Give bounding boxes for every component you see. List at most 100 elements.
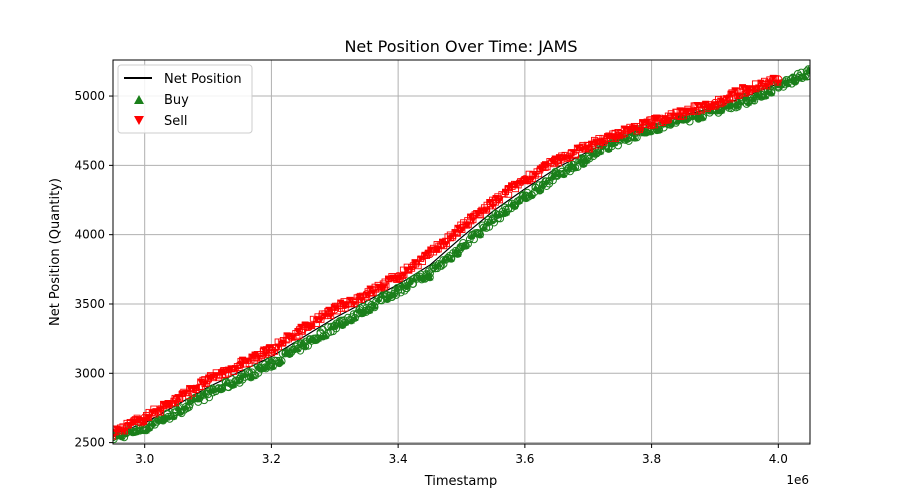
buy-triangle	[655, 126, 663, 133]
buy-triangle	[647, 128, 655, 135]
buy-point	[805, 68, 810, 77]
plot-frame	[112, 59, 811, 445]
sell-marker	[636, 125, 644, 132]
buy-marker	[496, 214, 505, 223]
buy-triangle	[536, 186, 544, 193]
sell-triangle	[566, 155, 574, 162]
buy-marker	[296, 346, 305, 355]
buy-marker	[803, 72, 810, 81]
sell-marker	[651, 122, 659, 129]
sell-marker	[543, 164, 551, 171]
buy-marker	[464, 240, 472, 248]
x-tick-label: 3.6	[515, 452, 534, 466]
buy-marker	[545, 176, 554, 185]
sell-triangle	[325, 306, 333, 314]
legend-box	[117, 64, 253, 134]
buy-triangle	[596, 147, 604, 155]
buy-marker	[475, 229, 484, 238]
sell-marker	[550, 161, 558, 168]
ticks: 3.0 3.2 3.4 3.6 3.8 4.0 2500 3000 3500 4000 4500 50…	[74, 89, 787, 466]
x-tick-label: 3.0	[135, 452, 154, 466]
sell-triangle	[469, 217, 477, 224]
buy-triangle	[454, 250, 462, 257]
buy-marker	[262, 364, 270, 373]
sell-triangle	[774, 79, 782, 87]
buy-triangle	[262, 363, 270, 371]
y-tick-label: 4000	[74, 228, 105, 242]
buy-triangle	[515, 197, 523, 204]
sell-marker	[535, 171, 543, 178]
buy-marker	[447, 254, 456, 263]
buy-triangle	[298, 339, 306, 347]
legend: Net Position Buy Sell	[117, 64, 253, 134]
y-tick-label: 3000	[74, 366, 105, 380]
sell-marker	[572, 151, 580, 158]
sell-triangle	[557, 157, 565, 164]
sell-marker	[696, 106, 704, 113]
legend-label-buy: Buy	[164, 93, 189, 108]
buy-triangle	[484, 219, 492, 226]
buy-triangle	[762, 92, 770, 99]
buy-marker	[549, 176, 557, 185]
buy-marker	[254, 369, 263, 377]
sell-triangle	[482, 207, 490, 215]
buy-triangle	[406, 277, 414, 284]
sell-triangle	[442, 241, 450, 248]
buy-triangle	[269, 362, 277, 370]
x-tick-label: 3.4	[389, 452, 408, 466]
sell-marker	[382, 282, 390, 289]
buy-triangle	[366, 306, 374, 314]
sell-marker	[298, 328, 306, 335]
sell-triangle	[454, 224, 462, 232]
sell-marker	[363, 294, 371, 301]
sell-marker	[188, 390, 196, 397]
buy-triangle	[560, 170, 568, 178]
series-group	[113, 65, 810, 444]
buy-triangle	[631, 134, 639, 141]
buy-triangle	[301, 342, 309, 350]
sell-triangle	[327, 313, 335, 320]
sell-marker	[609, 130, 617, 137]
sell-marker	[414, 263, 422, 270]
buy-triangle	[480, 223, 488, 231]
series-sell	[113, 74, 783, 440]
sell-marker	[618, 132, 626, 139]
sell-triangle	[766, 79, 774, 86]
buy-triangle	[342, 318, 350, 326]
buy-triangle	[699, 113, 707, 121]
buy-triangle	[426, 273, 434, 281]
y-tick-label: 4500	[74, 158, 105, 172]
sell-triangle	[144, 415, 152, 422]
sell-marker	[453, 230, 461, 237]
buy-triangle	[539, 181, 547, 188]
sell-marker	[156, 409, 164, 416]
buy-triangle	[370, 302, 378, 309]
chart-title: Net Position Over Time: JAMS	[344, 37, 577, 56]
buy-marker	[802, 67, 810, 76]
buy-marker	[185, 400, 194, 409]
sell-marker	[464, 221, 472, 228]
buy-marker	[439, 260, 448, 269]
buy-marker	[356, 304, 365, 313]
sell-triangle	[197, 378, 205, 386]
sell-triangle	[396, 274, 404, 281]
series-buy	[113, 65, 810, 444]
buy-triangle	[403, 282, 411, 290]
sell-triangle	[369, 289, 377, 297]
sell-triangle	[297, 323, 305, 331]
sell-triangle	[120, 428, 128, 435]
y-axis-label: Net Position (Quantity)	[48, 178, 63, 326]
buy-triangle	[804, 65, 810, 73]
sell-marker	[113, 433, 116, 440]
buy-triangle	[733, 101, 741, 109]
buy-triangle	[791, 77, 799, 85]
x-tick-label: 3.2	[262, 452, 281, 466]
buy-triangle	[351, 314, 359, 321]
buy-triangle	[170, 412, 178, 420]
sell-marker	[680, 113, 688, 120]
sell-triangle	[251, 351, 259, 359]
x-offset-label: 1e6	[786, 473, 809, 487]
buy-marker	[479, 223, 488, 232]
legend-label-sell: Sell	[164, 114, 187, 129]
